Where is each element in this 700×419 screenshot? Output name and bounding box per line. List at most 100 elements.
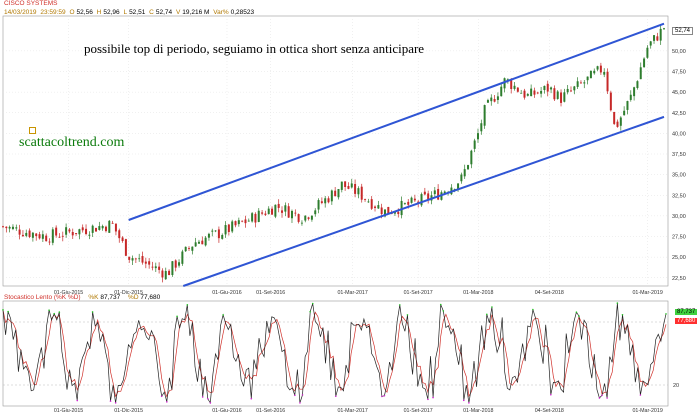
d-label: %D (128, 294, 139, 301)
price-y-tick-label: 42,50 (672, 111, 686, 117)
candle-body (314, 210, 317, 215)
candle-body (247, 220, 250, 222)
candle-body (603, 71, 606, 75)
candle-body (463, 169, 466, 177)
candle-body (244, 219, 247, 224)
candle-body (111, 222, 114, 224)
candle-body (131, 258, 134, 261)
candle-body (496, 96, 499, 100)
price-x-axis: 01-Giu-2015 01-Dic-2015 01-Giu-2016 01-Set-… (54, 290, 663, 296)
stochastic-level-label: 20 (673, 383, 679, 389)
price-y-tick-label: 37,50 (672, 152, 686, 158)
candle-body (221, 235, 224, 239)
candle-body (550, 87, 553, 90)
oversold-marker (301, 394, 304, 396)
candle-body (616, 121, 619, 127)
candle-body (277, 203, 280, 208)
overbought-marker (91, 311, 94, 313)
stochastic-x-tick-label: 01-Set-2016 (256, 408, 285, 414)
overbought-marker (176, 315, 178, 318)
candle-body (241, 220, 244, 222)
open-label: O (69, 9, 75, 16)
candle-body (350, 183, 353, 188)
candle-body (284, 205, 287, 212)
candle-body (656, 36, 659, 41)
stochastic-x-tick-label: 01-Mar-2019 (632, 408, 662, 414)
candle-body (51, 229, 54, 243)
candle-body (75, 233, 78, 235)
candle-body (138, 258, 141, 260)
oversold-marker (468, 402, 470, 404)
candle-body (271, 208, 274, 215)
candle-body (619, 117, 622, 126)
candle-body (151, 266, 154, 268)
var-label: Var% (213, 9, 229, 16)
candle-body (407, 201, 410, 205)
oversold-marker (606, 397, 608, 399)
candle-body (633, 87, 636, 97)
candle-body (629, 94, 632, 100)
stochastic-d-line (2, 309, 667, 398)
candle-body (274, 204, 277, 217)
candle-body (649, 41, 652, 46)
bar-date: 14/03/2019 (4, 9, 37, 16)
price-x-tick-label: 01-Giu-2016 (212, 290, 241, 296)
candle-body (197, 241, 200, 244)
candle-body (526, 94, 529, 96)
candle-body (95, 227, 98, 232)
candle-body (320, 201, 323, 203)
candle-body (613, 111, 616, 124)
candle-body (400, 200, 403, 216)
candle-body (55, 227, 58, 236)
candle-body (636, 81, 639, 89)
d-value-box: 77,680 (675, 318, 698, 324)
oversold-marker (550, 393, 552, 396)
candle-body (330, 190, 333, 202)
candle-body (161, 270, 164, 278)
candle-body (114, 223, 117, 232)
candle-body (589, 70, 592, 79)
candle-body (48, 241, 51, 243)
instrument-title: CISCO SYSTEMS (4, 0, 58, 7)
oversold-marker (334, 395, 337, 398)
candle-body (85, 228, 88, 235)
overbought-marker (486, 313, 488, 316)
price-y-tick-label: 25,00 (672, 255, 686, 261)
overbought-marker (7, 310, 9, 313)
candle-body (510, 80, 513, 90)
candle-body (486, 100, 489, 103)
candle-body (480, 123, 483, 132)
candle-body (234, 221, 237, 226)
candle-body (663, 28, 665, 30)
candle-body (281, 210, 284, 213)
candle-body (65, 227, 68, 235)
candle-body (543, 85, 546, 91)
candle-body (204, 237, 207, 246)
candle-body (78, 229, 81, 235)
candle-body (586, 76, 589, 81)
oversold-marker (383, 394, 386, 397)
candle-body (520, 92, 523, 94)
price-x-tick-label: 01-Mar-2019 (632, 290, 662, 296)
upper-channel-line (128, 22, 665, 221)
candle-body (483, 105, 486, 126)
candle-body (393, 212, 396, 214)
candle-body (417, 201, 420, 203)
price-grid (2, 15, 669, 287)
candle-body (98, 226, 101, 230)
candle-body (427, 193, 430, 200)
candle-body (158, 266, 161, 270)
candle-body (599, 65, 602, 73)
candle-body (413, 198, 416, 201)
candle-body (35, 233, 38, 237)
candle-body (148, 261, 151, 265)
candle-body (217, 229, 220, 239)
stochastic-name: Stocastico Lento (%K %D) (4, 294, 81, 301)
candle-body (383, 209, 386, 217)
candle-body (128, 256, 131, 260)
oversold-marker (299, 402, 301, 404)
price-y-tick-label: 22,50 (672, 276, 686, 282)
candle-body (307, 217, 310, 219)
